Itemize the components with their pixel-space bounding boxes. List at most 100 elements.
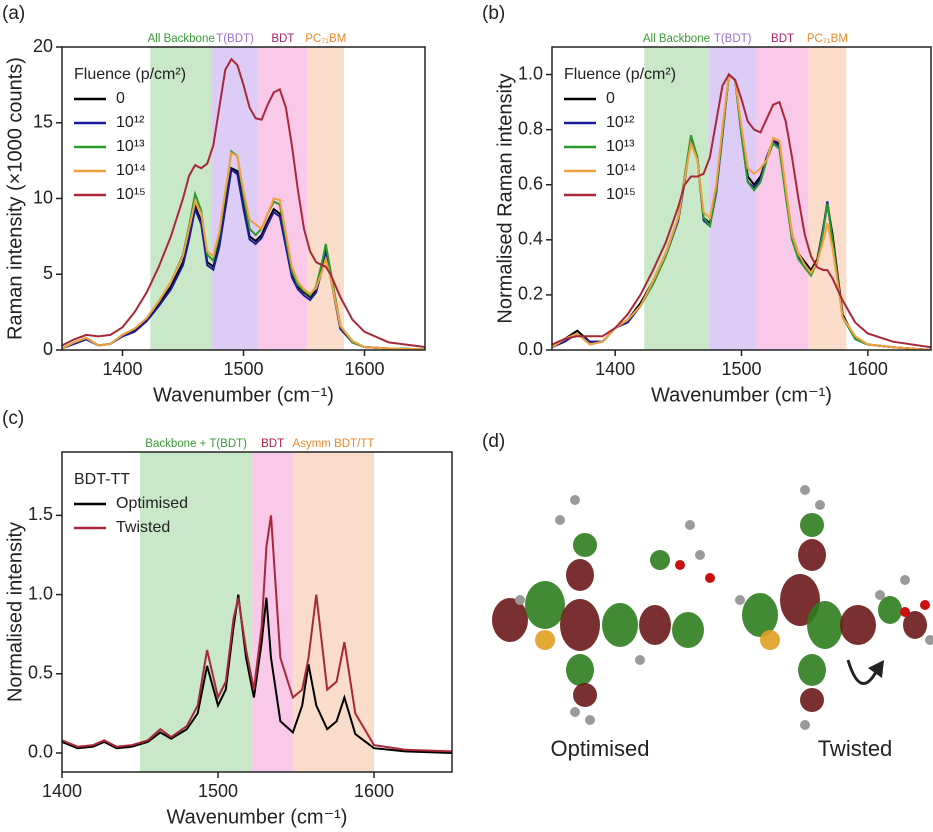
- y-tick-label: 20: [33, 36, 53, 56]
- atom: [815, 500, 825, 510]
- y-axis-title: Raman intensity (×1000 counts): [4, 57, 26, 340]
- orbital-lobe: [602, 603, 638, 647]
- y-tick-label: 0.6: [518, 173, 543, 193]
- y-tick-label: 0.5: [28, 663, 53, 683]
- legend-label: 10¹⁴: [606, 162, 636, 179]
- orbital-lobe: [566, 654, 594, 686]
- band-label: All Backbone: [148, 33, 215, 45]
- atom: [555, 515, 565, 525]
- atom: [875, 590, 885, 600]
- orbital-lobe: [573, 683, 597, 707]
- band: [212, 47, 259, 350]
- atom: [900, 575, 910, 585]
- x-tick-label: 1500: [721, 359, 761, 379]
- y-tick-label: 0.0: [518, 339, 543, 359]
- y-axis-title: Normalised intensity: [4, 522, 26, 702]
- atom: [585, 715, 595, 725]
- x-tick-label: 1600: [344, 359, 384, 379]
- band-label: T(BDT): [714, 33, 752, 45]
- orbital-lobe: [639, 605, 671, 645]
- legend-title: Fluence (p/cm²): [74, 66, 186, 83]
- band: [140, 452, 253, 772]
- orbital-lobe: [798, 654, 826, 686]
- band-label: BDT: [771, 33, 794, 45]
- orbital-lobe: [800, 688, 824, 712]
- x-tick-label: 1400: [595, 359, 635, 379]
- y-tick-label: 1.0: [518, 63, 543, 83]
- legend-title: Fluence (p/cm²): [564, 66, 676, 83]
- band-label: Asymm BDT/TT: [293, 438, 375, 450]
- series-line: [62, 594, 452, 754]
- atom: [515, 595, 525, 605]
- y-tick-label: 0: [43, 339, 53, 359]
- y-tick-label: 15: [33, 112, 53, 132]
- atom: [925, 635, 933, 645]
- band: [708, 47, 757, 350]
- atom: [900, 607, 910, 617]
- y-tick-label: 1.5: [28, 504, 53, 524]
- band-label: PC₇₁BM: [807, 33, 848, 45]
- orbital-lobe: [535, 630, 555, 650]
- orbital-lobe: [878, 596, 902, 624]
- band: [756, 47, 809, 350]
- orbital-lobe: [525, 581, 565, 629]
- band-label: T(BDT): [216, 33, 254, 45]
- orbital-lobe: [840, 605, 876, 645]
- legend-label: 10¹³: [116, 138, 145, 155]
- band-label: BDT: [271, 33, 294, 45]
- legend-label: 10¹²: [116, 114, 145, 131]
- x-axis-title: Wavenumber (cm⁻¹): [167, 806, 348, 828]
- y-tick-label: 10: [33, 187, 53, 207]
- legend-label: 0: [116, 90, 125, 107]
- series-line: [62, 515, 452, 753]
- legend-label: Twisted: [116, 519, 170, 536]
- atom: [695, 550, 705, 560]
- legend-label: 10¹⁵: [116, 186, 146, 203]
- twist-arrow: [846, 659, 878, 685]
- band: [644, 47, 709, 350]
- orbital-lobe: [800, 513, 824, 537]
- y-tick-label: 0.2: [518, 284, 543, 304]
- legend-label: 0: [606, 90, 615, 107]
- atom: [685, 520, 695, 530]
- series-line: [62, 167, 425, 350]
- x-tick-label: 1600: [848, 359, 888, 379]
- atom: [800, 485, 810, 495]
- x-tick-label: 1400: [42, 781, 82, 801]
- orbital-lobe: [742, 593, 778, 637]
- band: [307, 47, 344, 350]
- band-label: BDT: [261, 438, 284, 450]
- atom: [920, 600, 930, 610]
- atom: [570, 707, 580, 717]
- orbital-lobe: [798, 539, 826, 571]
- series-line: [552, 72, 931, 350]
- band-label: All Backbone: [643, 33, 710, 45]
- y-tick-label: 0.8: [518, 118, 543, 138]
- atom: [675, 560, 685, 570]
- orbital-lobe: [807, 601, 843, 649]
- band: [292, 452, 374, 772]
- orbital-lobe: [560, 599, 600, 651]
- y-tick-label: 1.0: [28, 583, 53, 603]
- band-label: Backbone + T(BDT): [145, 438, 247, 450]
- atom: [735, 595, 745, 605]
- orbital-lobe: [566, 559, 594, 591]
- panel-label: (c): [2, 408, 24, 429]
- x-axis-title: Wavenumber (cm⁻¹): [651, 384, 832, 406]
- band: [252, 452, 293, 772]
- panel-label: (d): [482, 431, 505, 452]
- orbital-lobe: [760, 630, 780, 650]
- y-axis-title: Normalised Raman intensity: [494, 73, 516, 323]
- plot-frame: [61, 451, 453, 773]
- x-tick-label: 1600: [354, 781, 394, 801]
- legend-label: 10¹⁵: [606, 186, 636, 203]
- series-line: [62, 151, 425, 350]
- atom: [705, 573, 715, 583]
- atom: [570, 495, 580, 505]
- legend-label: 10¹³: [606, 138, 635, 155]
- orbital-lobe: [903, 611, 927, 639]
- series-line: [552, 72, 931, 349]
- atom: [800, 720, 810, 730]
- legend-label: Optimised: [116, 495, 188, 512]
